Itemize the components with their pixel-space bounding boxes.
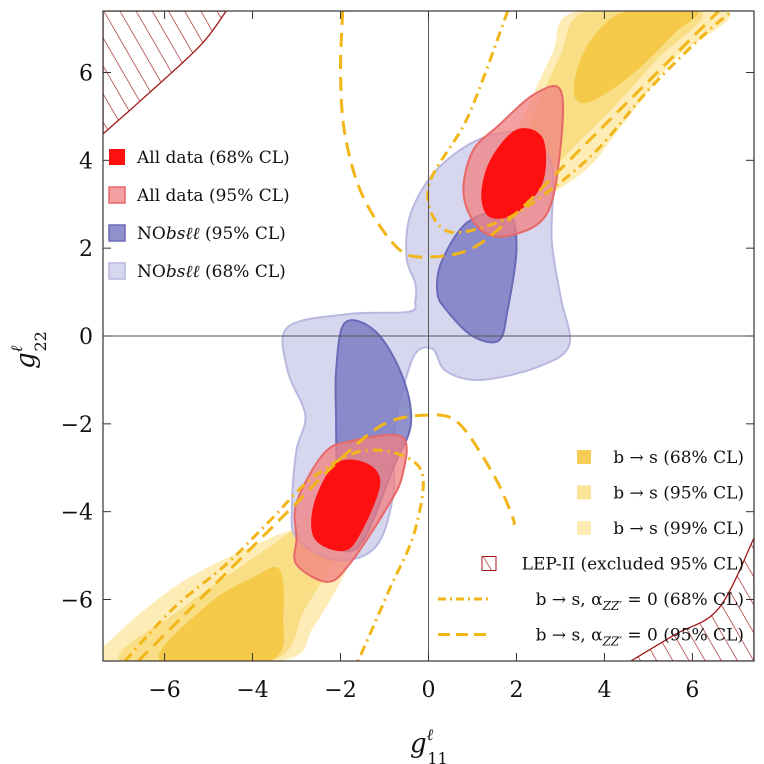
legend-item-5-label: b → s, αZZ′ = 0 (95% CL) xyxy=(536,626,744,649)
x-tick-label: −2 xyxy=(324,678,356,703)
x-tick-label: 6 xyxy=(685,678,699,703)
legend-item-3-swatch xyxy=(481,556,497,571)
legend-item-0-swatch xyxy=(577,450,591,464)
legend-swatch-all-68 xyxy=(109,149,125,165)
legend-swatch-nobs-68 xyxy=(108,262,126,280)
y-tick-label: 0 xyxy=(79,325,93,350)
legend-lower: b → s (68% CL) b → s (95% CL) b → s (99% C… xyxy=(438,448,744,649)
x-tick-label: 2 xyxy=(509,678,523,703)
region-bs-68-lower xyxy=(158,566,284,661)
region-all-68-upper xyxy=(481,128,547,219)
legend-item-3-label: LEP-II (excluded 95% CL) xyxy=(522,555,744,575)
legend-swatch-nobs-95 xyxy=(108,224,126,242)
x-tick-label: 0 xyxy=(422,678,436,703)
legend-label-nobs-95: NObsℓℓ (95% CL) xyxy=(137,224,286,244)
legend-item-1-swatch xyxy=(577,485,591,500)
legend-item-2-swatch xyxy=(577,521,591,535)
curve-dash95-lower xyxy=(137,413,516,661)
legend-item-4-label: b → s, αZZ′ = 0 (68% CL) xyxy=(536,590,744,613)
y-axis-label-sup: ℓ xyxy=(7,345,26,352)
y-tick-label: −4 xyxy=(61,501,93,526)
legend-upper: All data (68% CL) All data (95% CL) NObsℓℓ… xyxy=(108,148,290,282)
y-tick-label: −6 xyxy=(61,589,93,614)
region-bs-68-upper xyxy=(573,11,699,104)
lep-excluded-top-left xyxy=(103,11,228,135)
y-axis-label-sub: 22 xyxy=(31,331,50,351)
curve-dashdot68-upper xyxy=(426,11,733,235)
x-axis-label: gℓ 11 xyxy=(410,725,448,764)
tick-labels: −6 −4 −2 0 2 4 6 −6 −4 −2 0 2 4 6 xyxy=(61,61,700,703)
curve-dash95-upper xyxy=(338,11,720,259)
y-tick-label: 4 xyxy=(79,149,93,174)
legend-label-all-95: All data (95% CL) xyxy=(136,186,290,206)
y-tick-label: 6 xyxy=(79,61,93,86)
y-tick-label: 2 xyxy=(79,237,93,262)
x-tick-label: −4 xyxy=(236,678,268,703)
x-tick-label: −6 xyxy=(148,678,180,703)
axes xyxy=(102,10,755,662)
region-all-68-lower xyxy=(311,459,381,552)
legend-item-1-label: b → s (95% CL) xyxy=(613,484,744,504)
x-tick-label: 4 xyxy=(597,678,611,703)
legend-item-0-label: b → s (68% CL) xyxy=(613,448,744,468)
y-tick-label: −2 xyxy=(61,413,93,438)
x-axis-label-sub: 11 xyxy=(427,749,447,764)
lep-excluded-bottom-right xyxy=(629,537,754,661)
legend-swatch-all-95 xyxy=(108,186,126,204)
legend-item-2-label: b → s (99% CL) xyxy=(613,519,744,539)
legend-label-nobs-68: NObsℓℓ (68% CL) xyxy=(137,262,286,282)
legend-label-all-68: All data (68% CL) xyxy=(136,148,290,168)
x-axis-label-sup: ℓ xyxy=(427,725,434,744)
plot-regions xyxy=(103,11,754,661)
y-axis-label: gℓ 22 xyxy=(7,331,50,369)
